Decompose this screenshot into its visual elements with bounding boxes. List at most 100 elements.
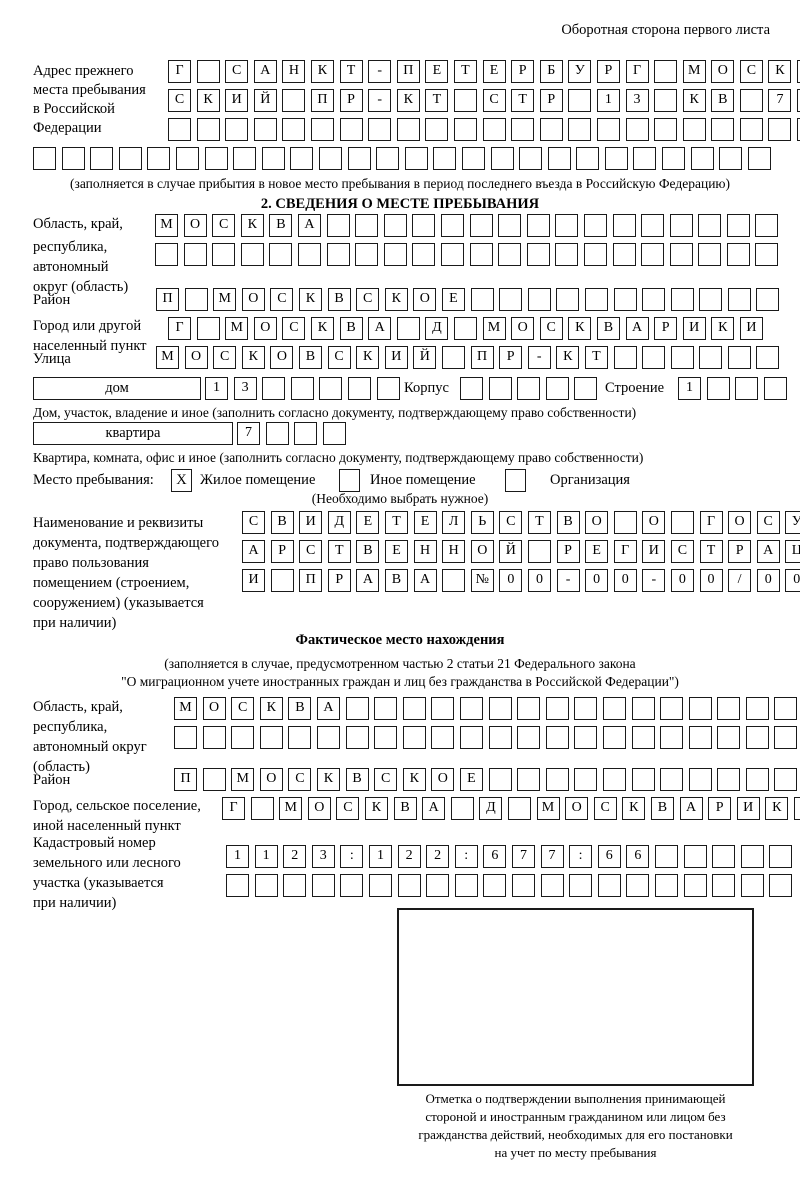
city-cell-17[interactable]: А [625, 317, 649, 340]
actual-district-cell-7[interactable]: В [345, 768, 369, 791]
region-cell-r2-16[interactable] [583, 243, 607, 266]
region-cell-r2-6[interactable] [297, 243, 321, 266]
prev-address-cell-r4-8[interactable] [233, 147, 257, 170]
stamp-box[interactable] [397, 908, 754, 1086]
document-cell-r2-4[interactable]: Т [327, 540, 351, 563]
document-cell-r2-13[interactable]: Е [585, 540, 609, 563]
prev-address-cell-r3-1[interactable] [168, 118, 191, 141]
prev-address-cell-r4-25[interactable] [719, 147, 743, 170]
document-cell-r2-20[interactable]: Ц [785, 540, 800, 563]
actual-city-cell-13[interactable]: О [565, 797, 589, 820]
prev-address-cell-r4-26[interactable] [747, 147, 771, 170]
city-cell-15[interactable]: К [568, 317, 592, 340]
cadastral-cell-r2-3[interactable] [283, 874, 307, 897]
cadastral-cell-r1-5[interactable]: : [340, 845, 364, 868]
region-cell-r1-16[interactable] [583, 214, 607, 237]
korpus-cell-2[interactable] [488, 377, 512, 400]
actual-district-cell-22[interactable] [774, 768, 798, 791]
document-cell-r3-13[interactable]: 0 [585, 569, 609, 592]
document-cell-r1-10[interactable]: С [499, 511, 523, 534]
flat-cell-4[interactable] [322, 422, 346, 445]
region-cell-r1-9[interactable] [383, 214, 407, 237]
document-cell-r3-3[interactable]: П [299, 569, 323, 592]
prev-address-cell-r3-11[interactable] [453, 118, 477, 141]
street-cell-20[interactable] [699, 346, 723, 369]
korpus-cell-4[interactable] [545, 377, 569, 400]
actual-city-cell-21[interactable]: И [793, 797, 800, 820]
prev-address-cell-r4-4[interactable] [118, 147, 142, 170]
document-cell-r2-7[interactable]: Н [413, 540, 437, 563]
region-cell-r2-7[interactable] [326, 243, 350, 266]
prev-address-cell-r1-1[interactable]: Г [168, 60, 191, 83]
prev-address-cell-r3-5[interactable] [282, 118, 306, 141]
prev-address-cell-r4-24[interactable] [690, 147, 714, 170]
region-cell-r1-13[interactable] [498, 214, 522, 237]
prev-address-cell-r4-20[interactable] [576, 147, 600, 170]
cadastral-cell-r1-16[interactable] [654, 845, 678, 868]
actual-region-cell-r1-22[interactable] [774, 697, 798, 720]
region-cell-r2-18[interactable] [641, 243, 665, 266]
city-cell-4[interactable]: О [253, 317, 277, 340]
actual-region-cell-r2-18[interactable] [660, 726, 684, 749]
prev-address-cell-r2-5[interactable] [282, 89, 306, 112]
cadastral-cell-r1-9[interactable]: : [454, 845, 478, 868]
street-cell-22[interactable] [756, 346, 780, 369]
actual-region-cell-r2-7[interactable] [345, 726, 369, 749]
cadastral-cell-r2-5[interactable] [340, 874, 364, 897]
cadastral-cell-r1-1[interactable]: 1 [226, 845, 249, 868]
street-cell-21[interactable] [727, 346, 751, 369]
actual-region-cell-r1-10[interactable] [431, 697, 455, 720]
region-cell-r1-19[interactable] [669, 214, 693, 237]
document-cell-r3-18[interactable]: / [728, 569, 752, 592]
document-cell-r3-8[interactable] [442, 569, 466, 592]
region-cell-r1-2[interactable]: О [183, 214, 207, 237]
document-cell-r1-16[interactable] [670, 511, 694, 534]
cadastral-cell-r2-11[interactable] [511, 874, 535, 897]
house-cell-7[interactable] [376, 377, 400, 400]
document-cell-r3-10[interactable]: 0 [499, 569, 523, 592]
prev-address-cell-r1-22[interactable]: К [768, 60, 792, 83]
cadastral-cell-r2-12[interactable] [540, 874, 564, 897]
region-cell-r1-8[interactable] [355, 214, 379, 237]
actual-city-cell-6[interactable]: К [364, 797, 388, 820]
region-row-2[interactable] [155, 243, 779, 266]
document-cell-r3-14[interactable]: 0 [613, 569, 637, 592]
prev-address-cell-r1-21[interactable]: С [739, 60, 763, 83]
region-cell-r1-10[interactable] [412, 214, 436, 237]
district-cell-3[interactable]: М [213, 288, 237, 311]
region-cell-r2-5[interactable] [269, 243, 293, 266]
actual-district-cell-15[interactable] [574, 768, 598, 791]
document-cell-r2-12[interactable]: Р [556, 540, 580, 563]
street-cell-3[interactable]: С [213, 346, 237, 369]
actual-region-cell-r2-8[interactable] [374, 726, 398, 749]
prev-address-row-3[interactable] [168, 118, 800, 141]
actual-city-cell-17[interactable]: А [679, 797, 703, 820]
actual-district-cell-3[interactable]: М [231, 768, 255, 791]
document-cell-r3-5[interactable]: А [356, 569, 380, 592]
cadastral-cell-r1-19[interactable] [740, 845, 764, 868]
region-cell-r1-14[interactable] [526, 214, 550, 237]
actual-district-cell-21[interactable] [745, 768, 769, 791]
actual-city-cell-7[interactable]: В [393, 797, 417, 820]
cadastral-cell-r2-4[interactable] [311, 874, 335, 897]
document-cell-r3-20[interactable]: 0 [785, 569, 800, 592]
prev-address-cell-r4-14[interactable] [404, 147, 428, 170]
actual-district-cell-18[interactable] [660, 768, 684, 791]
region-cell-r1-18[interactable] [641, 214, 665, 237]
prev-address-cell-r1-12[interactable]: Е [482, 60, 506, 83]
city-cell-10[interactable]: Д [425, 317, 449, 340]
house-cell-1[interactable]: 1 [205, 377, 228, 400]
actual-region-cell-r1-18[interactable] [660, 697, 684, 720]
actual-region-cell-r1-16[interactable] [602, 697, 626, 720]
document-cell-r3-11[interactable]: 0 [527, 569, 551, 592]
prev-address-cell-r4-7[interactable] [204, 147, 228, 170]
actual-region-cell-r1-15[interactable] [574, 697, 598, 720]
actual-city-cell-2[interactable] [250, 797, 274, 820]
prev-address-cell-r2-10[interactable]: Т [425, 89, 449, 112]
prev-address-cell-r2-18[interactable] [654, 89, 678, 112]
